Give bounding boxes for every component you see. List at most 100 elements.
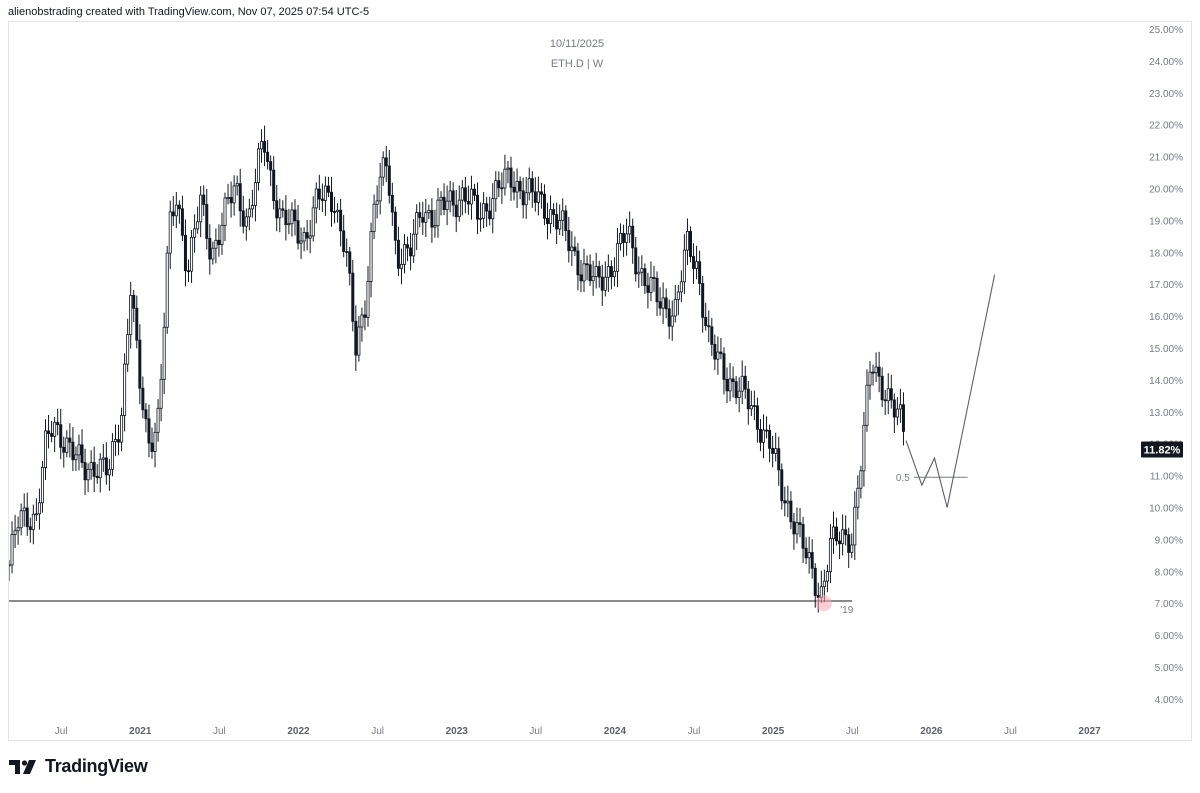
- candle-body: [600, 276, 604, 291]
- candle-body: [497, 180, 501, 189]
- candle-body: [28, 526, 32, 531]
- candle-body: [336, 209, 340, 213]
- candle-body: [558, 219, 562, 230]
- candle-body: [771, 447, 775, 454]
- candle-body: [135, 307, 139, 341]
- x-tick-label: Jul: [529, 726, 542, 737]
- candle-body: [110, 441, 114, 470]
- candle-body: [606, 266, 610, 278]
- candle-body: [679, 281, 683, 293]
- candle-body: [865, 384, 869, 426]
- candle-body: [342, 230, 346, 252]
- candle-body: [293, 209, 297, 222]
- candle-body: [527, 178, 531, 194]
- chart-canvas[interactable]: 10/11/2025 ETH.D | W 25.00%24.00%23.00%2…: [9, 22, 1193, 742]
- candle-body: [798, 522, 802, 525]
- candle-body: [670, 315, 674, 327]
- candle-body: [238, 183, 242, 212]
- last-price-label: 11.82%: [1144, 444, 1181, 456]
- candle-body: [682, 249, 686, 283]
- candle-body: [725, 378, 729, 392]
- chart-date: 10/11/2025: [550, 38, 604, 50]
- low-marker: [815, 595, 832, 612]
- candle-body: [372, 203, 376, 232]
- candle-body: [530, 178, 534, 193]
- candle-body: [95, 475, 99, 479]
- candle-body: [612, 270, 616, 278]
- x-tick-label: 2023: [446, 726, 469, 737]
- candle-body: [284, 209, 288, 226]
- candle-body: [360, 314, 364, 328]
- chart-frame[interactable]: 10/11/2025 ETH.D | W 25.00% 24.00% 23.00% 2…: [8, 21, 1192, 741]
- candle-body: [269, 161, 273, 171]
- candle-body: [536, 191, 540, 203]
- candle-body: [877, 366, 881, 377]
- candle-body: [86, 468, 90, 481]
- candle-body: [174, 204, 178, 217]
- candle-body: [515, 181, 519, 193]
- candle-body: [180, 208, 184, 236]
- candle-body: [777, 448, 781, 471]
- candle-body: [302, 232, 306, 242]
- y-tick-label: 4.00%: [1155, 695, 1183, 706]
- candle-body: [281, 208, 285, 211]
- candle-body: [223, 197, 227, 226]
- candle-body: [415, 212, 419, 235]
- candle-body: [183, 234, 187, 272]
- candle-body: [889, 388, 893, 401]
- y-tick-label: 23.00%: [1149, 89, 1183, 100]
- candle-body: [567, 230, 571, 252]
- candle-body: [253, 182, 257, 206]
- candle-body: [892, 399, 896, 418]
- candle-body: [628, 225, 632, 235]
- candle-body: [466, 200, 470, 205]
- candle-body: [591, 276, 595, 282]
- candle-body: [59, 424, 63, 448]
- candle-body: [193, 228, 197, 238]
- candle-body: [445, 200, 449, 211]
- candle-body: [716, 351, 720, 360]
- candle-body: [850, 544, 854, 553]
- candle-body: [719, 351, 723, 355]
- candle-body: [622, 232, 626, 243]
- candle-body: [40, 467, 44, 504]
- candle-body: [427, 210, 431, 214]
- candle-body: [576, 250, 580, 276]
- x-tick-label: Jul: [1004, 726, 1017, 737]
- candle-body: [667, 308, 671, 327]
- candle-body: [168, 211, 172, 254]
- candle-body: [482, 203, 486, 219]
- candle-body: [275, 200, 279, 219]
- candle-body: [488, 210, 492, 220]
- tradingview-logo[interactable]: TradingView: [9, 756, 148, 777]
- candle-body: [631, 225, 635, 249]
- candle-body: [822, 580, 826, 588]
- candle-body: [643, 268, 647, 287]
- candle-body: [737, 390, 741, 398]
- x-tick-label: 2024: [604, 726, 627, 737]
- candle-body: [603, 276, 607, 291]
- y-tick-label: 8.00%: [1155, 567, 1183, 578]
- candle-body: [296, 220, 300, 244]
- tradingview-logo-text: TradingView: [45, 756, 148, 776]
- candle-body: [868, 371, 872, 386]
- candle-body: [862, 424, 866, 472]
- candle-body: [825, 571, 829, 582]
- candle-body: [250, 205, 254, 210]
- last-price-badge: [1141, 441, 1183, 458]
- candle-body: [442, 196, 446, 211]
- candle-body: [619, 232, 623, 245]
- candle-body: [171, 211, 175, 217]
- candle-body: [901, 404, 905, 432]
- candle-body: [351, 272, 355, 322]
- candle-body: [13, 530, 17, 535]
- candle-body: [80, 444, 84, 463]
- candle-body: [433, 225, 437, 228]
- candle-body: [159, 378, 163, 409]
- candle-body: [430, 210, 434, 228]
- candle-body: [439, 196, 443, 201]
- candle-body: [658, 301, 662, 309]
- y-tick-label: 22.00%: [1149, 121, 1183, 132]
- candle-body: [494, 180, 498, 200]
- x-tick-label: 2022: [287, 726, 310, 737]
